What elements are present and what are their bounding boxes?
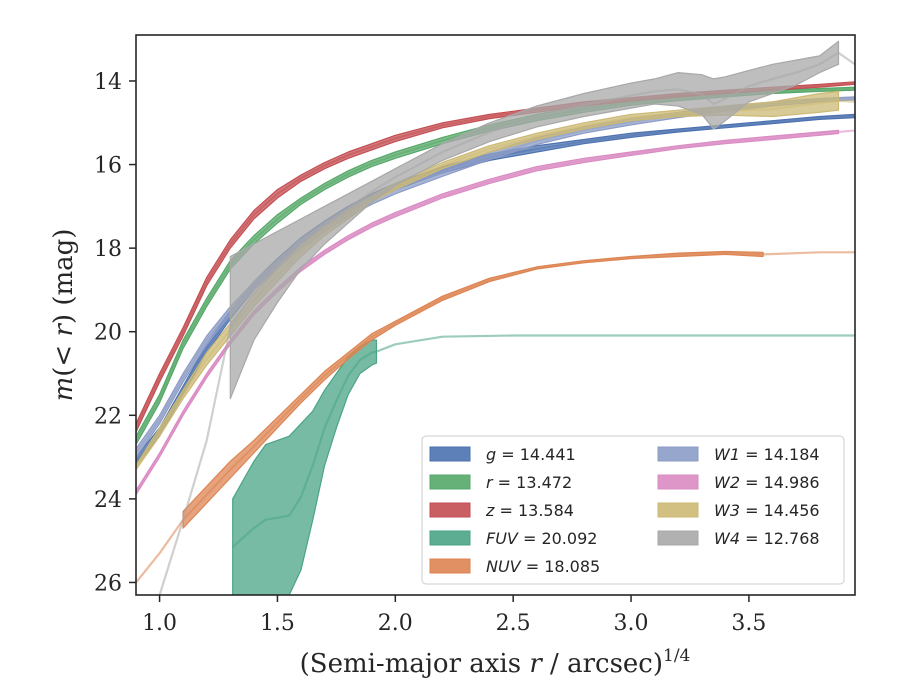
x-tick-label: 3.5 [731,611,766,636]
legend-swatch [429,502,471,518]
legend-item-g: g = 14.441 [429,445,576,464]
x-tick-label: 3.0 [614,611,649,636]
y-axis: 14 16 18 20 22 24 26 [94,70,136,596]
legend-label: FUV = 20.092 [486,529,597,548]
legend-swatch [429,474,471,490]
legend-item-z: z = 13.584 [429,501,574,520]
x-tick-label: 1.0 [142,611,177,636]
legend-swatch [657,446,699,462]
y-tick-label: 16 [94,154,122,179]
series-nuv-band [182,250,764,529]
legend-label: W2 = 14.986 [714,473,820,492]
x-axis-label: (Semi-major axis r / arcsec)1/4 [300,646,691,679]
legend-swatch [429,558,471,574]
x-tick-label: 2.0 [378,611,413,636]
legend-swatch [429,446,471,462]
y-tick-label: 14 [94,70,122,95]
legend-label: W1 = 14.184 [714,445,820,464]
plot-frame [135,34,856,596]
legend-item-w4: W4 = 12.768 [657,529,820,548]
legend: g = 14.441 r = 13.472 z = 13.584 FUV = 20.0… [421,435,845,585]
legend-label: W3 = 14.456 [714,501,820,520]
legend-label: g = 14.441 [486,445,576,464]
series-fuv [231,334,855,595]
legend-label: r = 13.472 [486,473,572,492]
series-w4 [158,40,855,595]
x-axis: 1.0 1.5 2.0 2.5 3.0 3.5 [142,595,766,636]
y-tick-label: 26 [94,571,122,596]
legend-label: z = 13.584 [485,501,574,520]
legend-label: W4 = 12.768 [714,529,820,548]
x-tick-label: 2.5 [496,611,531,636]
series-nuv [136,250,855,584]
series-z-band [136,81,855,433]
series-w4-band [229,40,840,400]
y-tick-label: 20 [94,321,122,346]
y-tick-label: 18 [94,237,122,262]
legend-swatch [657,502,699,518]
series-r-band [136,86,855,446]
legend-item-nuv: NUV = 18.085 [429,557,600,576]
legend-swatch [657,474,699,490]
x-tick-label: 1.5 [260,611,295,636]
legend-item-r: r = 13.472 [429,473,572,492]
legend-item-w3: W3 = 14.456 [657,501,820,520]
y-tick-label: 22 [94,404,122,429]
series-fuv-band [232,339,378,595]
legend-label: NUV = 18.085 [486,557,600,576]
legend-item-fuv: FUV = 20.092 [429,529,597,548]
y-axis-label: m(< r) (mag) [49,229,79,402]
legend-item-w1: W1 = 14.184 [657,445,820,464]
legend-box [421,435,845,585]
y-tick-label: 24 [94,488,122,513]
legend-swatch [657,530,699,546]
plot-area [136,40,855,595]
legend-swatch [429,530,471,546]
legend-item-w2: W2 = 14.986 [657,473,820,492]
